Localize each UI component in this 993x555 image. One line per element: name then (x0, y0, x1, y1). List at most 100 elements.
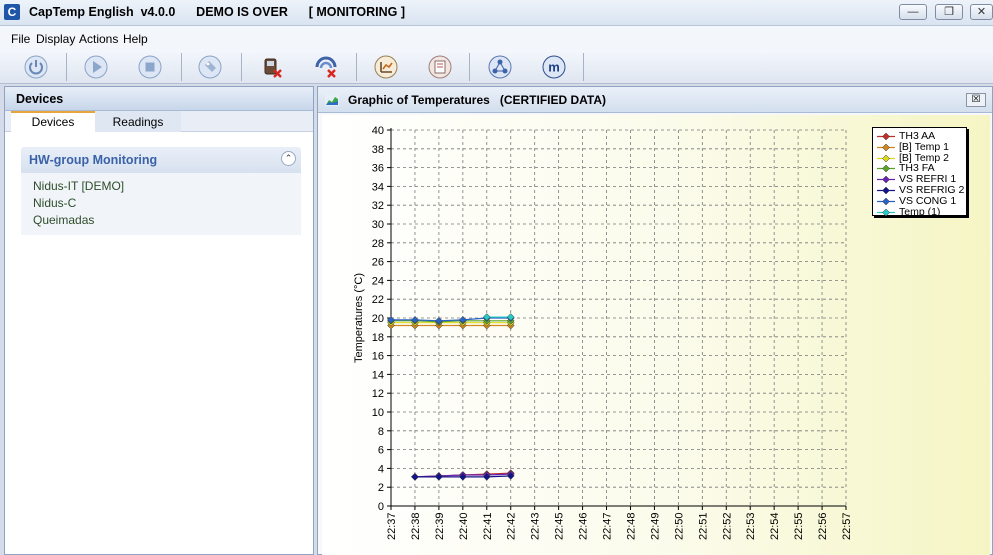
data-point (482, 473, 491, 481)
restore-button[interactable]: ❐ (935, 4, 963, 20)
toolbar-separator (241, 53, 242, 81)
legend-label: TH3 AA (899, 130, 936, 142)
legend-swatch (877, 154, 895, 162)
y-tick-label: 34 (372, 181, 384, 193)
x-tick-label: 22:45 (554, 512, 566, 540)
menu-help[interactable]: Help (123, 32, 148, 46)
y-tick-label: 4 (378, 463, 384, 475)
app-icon: C (4, 4, 20, 20)
x-tick-label: 22:41 (482, 512, 494, 540)
x-tick-label: 22:39 (434, 512, 446, 540)
y-tick-label: 32 (372, 200, 384, 212)
toolbar-separator (66, 53, 67, 81)
device-list: Nidus-IT [DEMO] Nidus-C Queimadas (21, 173, 301, 235)
menu-display[interactable]: Display (36, 32, 76, 46)
legend-swatch (877, 175, 895, 184)
tag-icon[interactable] (197, 54, 223, 80)
remove-device-icon[interactable] (259, 54, 285, 80)
devices-tabs: Devices Readings (5, 111, 313, 132)
y-axis-title: Temperatures (°C) (353, 273, 365, 363)
remove-network-icon[interactable] (313, 54, 339, 80)
device-group-title: HW-group Monitoring (29, 153, 158, 167)
x-tick-label: 22:49 (649, 512, 661, 540)
graph-panel: Graphic of Temperatures (CERTIFIED DATA)… (317, 86, 993, 555)
y-tick-label: 36 (372, 163, 384, 175)
tab-readings[interactable]: Readings (95, 111, 181, 132)
stop-icon[interactable] (137, 54, 163, 80)
x-tick-label: 22:52 (721, 512, 733, 540)
m-logo-icon[interactable]: m (541, 54, 567, 80)
legend-label: VS REFRIG 2 (899, 184, 965, 196)
y-tick-label: 6 (378, 445, 384, 457)
x-tick-label: 22:50 (673, 512, 685, 540)
close-button[interactable]: ✕ (970, 4, 993, 20)
series-line (391, 317, 511, 322)
legend-label: [B] Temp 2 (899, 151, 949, 164)
toolbar-separator (583, 53, 584, 81)
legend-swatch (877, 197, 895, 206)
y-tick-label: 10 (372, 407, 384, 419)
report-icon[interactable] (427, 54, 453, 80)
x-tick-label: 22:55 (793, 512, 805, 540)
y-tick-label: 28 (372, 238, 384, 250)
y-tick-label: 14 (372, 369, 384, 381)
legend-swatch (877, 132, 895, 141)
toolbar-separator (181, 53, 182, 81)
legend-label: Temp (1) (899, 205, 941, 218)
data-point (506, 472, 515, 480)
chart-config-icon[interactable] (373, 54, 399, 80)
data-point (458, 316, 467, 324)
legend-label: TH3 FA (899, 162, 935, 175)
y-tick-label: 22 (372, 294, 384, 306)
svg-text:m: m (548, 60, 560, 75)
y-tick-label: 38 (372, 144, 384, 156)
close-graph-button[interactable]: ☒ (966, 93, 986, 107)
chart-icon (325, 94, 339, 106)
temperature-chart: 024681012141618202224262830323436384022:… (353, 125, 853, 540)
toolbar: m (0, 50, 993, 84)
x-tick-label: 22:54 (769, 512, 781, 540)
legend-label: VS CONG 1 (899, 194, 957, 207)
device-group-header[interactable]: HW-group Monitoring ⌃ (21, 147, 301, 173)
legend-swatch (877, 165, 895, 173)
menu-actions[interactable]: Actions (79, 32, 119, 46)
window-title: CapTemp English v4.0.0 DEMO IS OVER [ MO… (29, 5, 405, 19)
data-point (458, 473, 467, 481)
menu-bar: File Display Actions Help (0, 26, 993, 50)
y-tick-label: 40 (372, 125, 384, 137)
device-item[interactable]: Queimadas (33, 213, 95, 227)
y-tick-label: 24 (372, 275, 384, 287)
data-point (387, 316, 395, 324)
device-item[interactable]: Nidus-IT [DEMO] (33, 179, 125, 193)
play-icon[interactable] (83, 54, 109, 80)
legend-swatch (877, 186, 895, 195)
network-icon[interactable] (487, 54, 513, 80)
x-tick-label: 22:47 (602, 512, 614, 540)
y-tick-label: 0 (378, 501, 384, 513)
x-tick-label: 22:56 (817, 512, 829, 540)
menu-file[interactable]: File (11, 32, 31, 46)
tab-devices[interactable]: Devices (11, 111, 95, 132)
legend-swatch (877, 208, 895, 216)
collapse-icon[interactable]: ⌃ (281, 151, 296, 166)
x-tick-label: 22:40 (458, 512, 470, 540)
legend-label: [B] Temp 1 (899, 140, 949, 153)
x-tick-label: 22:46 (578, 512, 590, 540)
legend-swatch (877, 143, 895, 152)
y-tick-label: 20 (372, 313, 384, 325)
title-bar: C CapTemp English v4.0.0 DEMO IS OVER [ … (0, 0, 993, 26)
device-item[interactable]: Nidus-C (33, 196, 77, 210)
legend-label: VS REFRI 1 (899, 173, 957, 186)
y-tick-label: 30 (372, 219, 384, 231)
minimize-button[interactable]: — (899, 4, 927, 20)
graph-panel-header: Graphic of Temperatures (CERTIFIED DATA)… (318, 87, 992, 113)
y-tick-label: 12 (372, 388, 384, 400)
toolbar-separator (356, 53, 357, 81)
power-icon[interactable] (23, 54, 49, 80)
x-tick-label: 22:37 (386, 512, 398, 540)
y-tick-label: 18 (372, 332, 384, 344)
data-point (435, 473, 443, 481)
data-point (435, 316, 443, 325)
data-point (411, 316, 419, 324)
x-tick-label: 22:48 (625, 512, 637, 540)
